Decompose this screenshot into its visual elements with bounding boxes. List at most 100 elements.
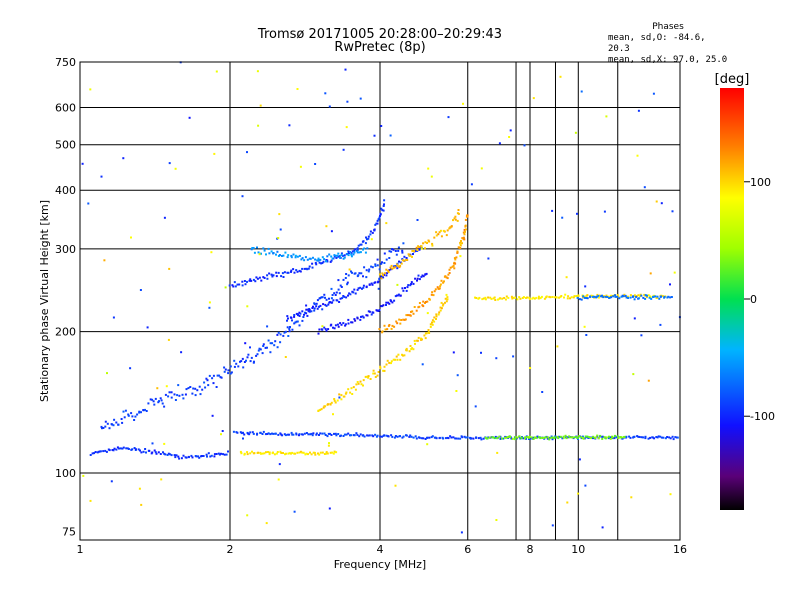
data-point — [331, 230, 333, 232]
data-point — [450, 437, 452, 439]
data-point — [307, 453, 309, 455]
data-point — [461, 531, 463, 533]
colorbar-ticks: 1000-100 — [744, 176, 775, 423]
data-point — [347, 295, 349, 297]
y-tick-label: 500 — [55, 139, 76, 152]
data-point — [125, 410, 127, 412]
data-point — [300, 166, 302, 168]
data-point — [262, 247, 264, 249]
data-point — [169, 162, 171, 164]
data-point — [294, 272, 296, 274]
data-point — [168, 268, 170, 270]
data-point — [650, 272, 652, 274]
data-point — [407, 286, 409, 288]
data-point — [411, 281, 413, 283]
data-point — [340, 435, 342, 437]
data-point — [305, 305, 307, 307]
data-point — [379, 268, 381, 270]
data-point — [487, 297, 489, 299]
x-axis-ticks: 1 2 4 6 8 10 16 — [77, 543, 688, 556]
data-point — [188, 456, 190, 458]
data-point — [368, 269, 370, 271]
data-point — [413, 283, 415, 285]
data-point — [656, 201, 658, 203]
data-point — [529, 436, 531, 438]
data-point — [406, 348, 408, 350]
data-point — [426, 242, 428, 244]
data-point — [634, 317, 636, 319]
data-point — [369, 283, 371, 285]
data-point — [257, 452, 259, 454]
data-point — [454, 216, 456, 218]
data-point — [298, 312, 300, 314]
data-point — [266, 325, 268, 327]
data-point — [606, 436, 608, 438]
data-point — [161, 399, 163, 401]
data-point — [285, 434, 287, 436]
data-point — [156, 387, 158, 389]
data-point — [426, 273, 428, 275]
data-point — [563, 297, 565, 299]
data-point — [576, 295, 578, 297]
data-point — [428, 437, 430, 439]
data-point — [279, 254, 281, 256]
data-point — [653, 437, 655, 439]
data-point — [240, 360, 242, 362]
data-point — [356, 434, 358, 436]
data-point — [433, 237, 435, 239]
data-point — [608, 436, 610, 438]
data-point — [124, 416, 126, 418]
data-point — [290, 270, 292, 272]
data-point — [671, 296, 673, 298]
data-point — [417, 340, 419, 342]
data-point — [634, 436, 636, 438]
data-point — [271, 342, 273, 344]
data-point — [666, 436, 668, 438]
data-point — [333, 433, 335, 435]
data-point — [602, 526, 604, 528]
data-point — [331, 402, 333, 404]
data-point — [623, 295, 625, 297]
data-point — [331, 301, 333, 303]
data-point — [411, 436, 413, 438]
data-point — [226, 454, 228, 456]
data-point — [565, 435, 567, 437]
data-point — [383, 199, 385, 201]
data-point — [419, 302, 421, 304]
data-point — [351, 387, 353, 389]
data-point — [212, 415, 214, 417]
data-point — [471, 183, 473, 185]
data-point — [259, 277, 261, 279]
data-point — [429, 299, 431, 301]
data-point — [358, 383, 360, 385]
data-point — [362, 287, 364, 289]
data-point — [247, 453, 249, 455]
data-point — [446, 300, 448, 302]
data-point — [431, 243, 433, 245]
data-point — [470, 437, 472, 439]
data-point — [440, 230, 442, 232]
data-point — [388, 435, 390, 437]
colorbar-tick-label: -100 — [750, 410, 775, 423]
data-point — [574, 295, 576, 297]
data-point — [480, 352, 482, 354]
data-point — [213, 455, 215, 457]
data-point — [453, 265, 455, 267]
data-point — [616, 296, 618, 298]
data-point — [339, 257, 341, 259]
data-point — [345, 392, 347, 394]
data-point — [549, 296, 551, 298]
data-point — [101, 176, 103, 178]
data-point — [294, 511, 296, 513]
data-point — [302, 257, 304, 259]
data-point — [130, 412, 132, 414]
data-point — [426, 437, 428, 439]
data-point — [453, 267, 455, 269]
data-point — [330, 324, 332, 326]
data-point — [391, 360, 393, 362]
data-point — [345, 277, 347, 279]
data-point — [400, 295, 402, 297]
data-point — [411, 310, 413, 312]
data-point — [257, 278, 259, 280]
data-point — [379, 436, 381, 438]
